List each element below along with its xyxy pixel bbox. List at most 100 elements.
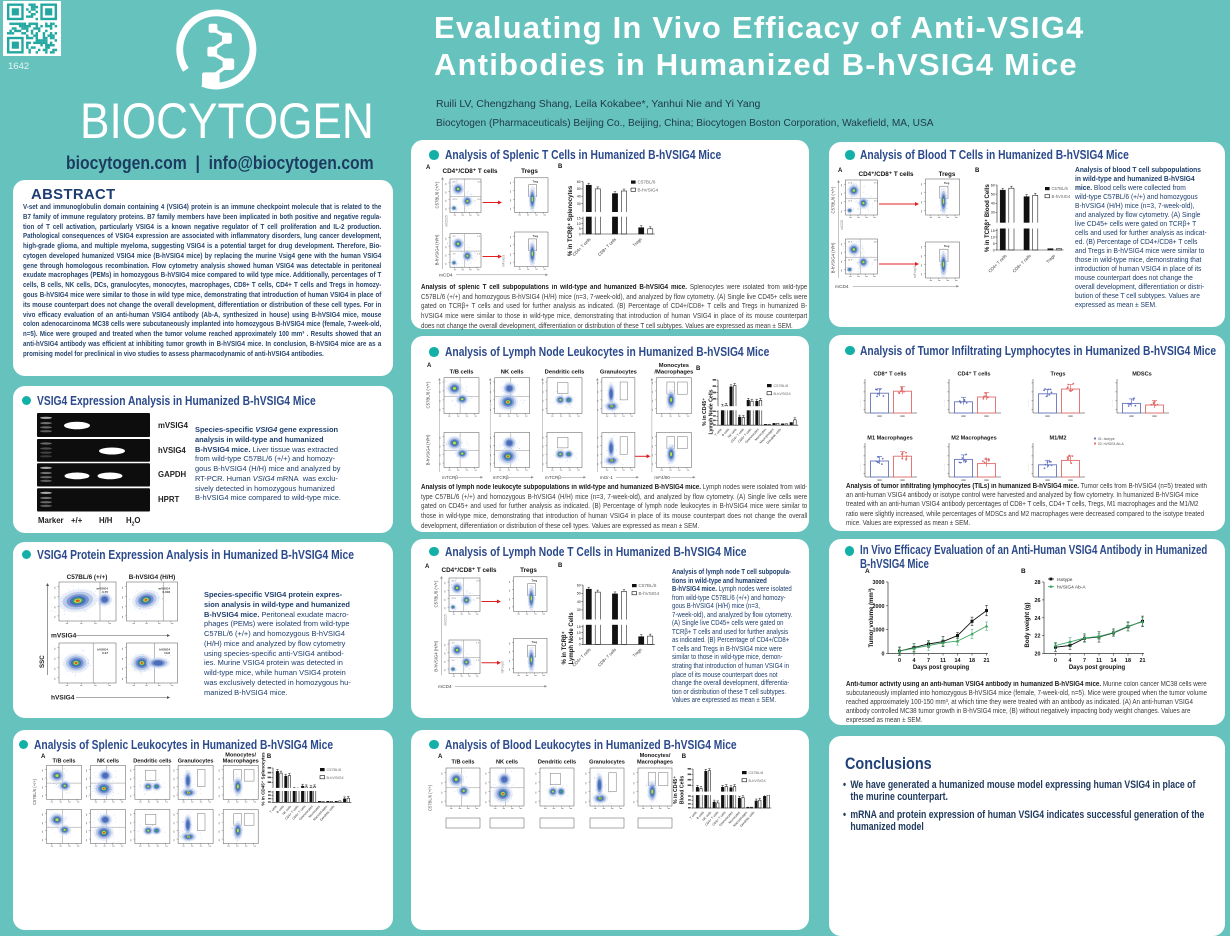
svg-text:B: B <box>682 754 687 760</box>
svg-text:C57BL/6 (+/+): C57BL/6 (+/+) <box>67 574 108 581</box>
svg-text:0: 0 <box>579 643 581 647</box>
svg-text:40: 40 <box>577 195 581 199</box>
svg-text:CD8+ T cells: CD8+ T cells <box>597 647 617 667</box>
svg-text:0: 0 <box>898 658 901 664</box>
svg-text:Tregs: Tregs <box>632 647 643 658</box>
svg-text:21: 21 <box>984 658 990 664</box>
svg-text:4: 4 <box>1069 658 1072 664</box>
svg-text:Days post grouping: Days post grouping <box>913 665 970 671</box>
svg-text:0: 0 <box>882 652 885 658</box>
svg-text:7: 7 <box>1083 658 1086 664</box>
svg-text:CD4+ T cells: CD4+ T cells <box>571 237 591 257</box>
svg-text:47.3: 47.3 <box>477 199 482 201</box>
svg-text:C57BL/6 (+/+): C57BL/6 (+/+) <box>831 186 836 214</box>
svg-text:0: 0 <box>579 232 581 236</box>
svg-text:SSC: SSC <box>39 655 46 668</box>
svg-text:Days post grouping: Days post grouping <box>1069 665 1126 671</box>
svg-text:Granulocytes: Granulocytes <box>589 760 625 766</box>
svg-text:60: 60 <box>991 183 995 187</box>
svg-text:Treg: Treg <box>944 244 950 248</box>
svg-text:50: 50 <box>577 187 581 191</box>
svg-text:B-hVSIG4 (H/H): B-hVSIG4 (H/H) <box>434 640 439 671</box>
svg-text:Tregs: Tregs <box>1045 253 1056 264</box>
svg-text:mF4/80: mF4/80 <box>654 475 670 480</box>
svg-text:Tumor volume (mm³): Tumor volume (mm³) <box>868 588 875 647</box>
svg-text:B: B <box>696 366 701 372</box>
svg-text:B-hVSIG4 (H/H): B-hVSIG4 (H/H) <box>435 234 440 265</box>
svg-text:mCD25: mCD25 <box>445 215 449 227</box>
svg-text:CD8⁺ T cells: CD8⁺ T cells <box>873 371 906 378</box>
svg-text:% in CD45⁺ Splenocytes: % in CD45⁺ Splenocytes <box>261 752 266 806</box>
svg-text:A: A <box>425 564 430 570</box>
svg-text:Treg: Treg <box>944 181 950 185</box>
svg-text:NK cells: NK cells <box>501 370 524 376</box>
svg-text:CD8+ T cells: CD8+ T cells <box>597 237 617 257</box>
svg-text:Body weight (g): Body weight (g) <box>1025 603 1031 648</box>
svg-text:C57BL/6 (+/+): C57BL/6 (+/+) <box>426 381 431 409</box>
svg-text:mCD4: mCD4 <box>439 273 453 279</box>
svg-text:Granulocytes: Granulocytes <box>600 370 637 376</box>
svg-text:A: A <box>427 363 432 369</box>
svg-text:B-hVSIG4: B-hVSIG4 <box>1052 194 1072 199</box>
svg-text:B-hVSIG4: B-hVSIG4 <box>749 779 766 783</box>
svg-text:..........: .......... <box>1110 399 1114 408</box>
svg-text:B: B <box>558 164 563 170</box>
svg-text:0.018: 0.018 <box>162 590 170 594</box>
svg-text:mTCRβ: mTCRβ <box>442 475 458 480</box>
svg-text:A: A <box>438 754 443 760</box>
svg-text:T/B cells: T/B cells <box>450 370 474 376</box>
svg-text:5: 5 <box>993 242 995 246</box>
svg-text:Isotype: Isotype <box>1057 577 1073 583</box>
svg-text:47.3: 47.3 <box>476 598 481 600</box>
svg-text:A: A <box>426 165 431 171</box>
svg-text:0.75: 0.75 <box>102 590 108 594</box>
svg-text:M1/M2: M1/M2 <box>1049 436 1066 442</box>
svg-text:Tregs: Tregs <box>520 567 537 574</box>
svg-text:C57BL/6: C57BL/6 <box>638 180 656 185</box>
svg-text:15: 15 <box>577 217 581 221</box>
svg-text:27.3: 27.3 <box>874 201 879 203</box>
svg-text:40: 40 <box>577 600 581 604</box>
svg-text:Macrophages: Macrophages <box>637 760 673 766</box>
svg-text:C57BL/6: C57BL/6 <box>1052 186 1069 191</box>
svg-text:mCD4: mCD4 <box>438 684 452 690</box>
svg-text:hVSIG4: hVSIG4 <box>51 695 75 702</box>
svg-text:30: 30 <box>577 608 581 612</box>
svg-text:A: A <box>865 568 870 575</box>
svg-text:NK cells: NK cells <box>496 760 518 766</box>
svg-text:..........: .......... <box>858 399 862 408</box>
svg-text:..........: .......... <box>858 463 862 472</box>
svg-text:26: 26 <box>1035 598 1041 604</box>
svg-text:30: 30 <box>577 202 581 206</box>
svg-text:B-hVSIG4: B-hVSIG4 <box>327 776 344 780</box>
svg-text:C57BL/6 (+/+): C57BL/6 (+/+) <box>428 784 433 811</box>
svg-text:21: 21 <box>1140 658 1146 664</box>
svg-text:24: 24 <box>1035 616 1041 622</box>
svg-text:mVSIG4: mVSIG4 <box>51 633 77 640</box>
svg-text:40: 40 <box>991 202 995 206</box>
svg-text:C57BL/6 (+/+): C57BL/6 (+/+) <box>434 580 439 608</box>
svg-text:% in CD45⁺: % in CD45⁺ <box>702 398 708 426</box>
svg-text:mGr-1: mGr-1 <box>600 475 613 480</box>
svg-text:18: 18 <box>969 658 975 664</box>
svg-text:C57BL/6: C57BL/6 <box>774 384 789 388</box>
svg-text:B: B <box>267 754 272 760</box>
svg-text:01: Isotype: 01: Isotype <box>1098 437 1115 441</box>
svg-text:47.3: 47.3 <box>476 580 481 582</box>
svg-text:C57BL/6: C57BL/6 <box>327 768 342 772</box>
svg-text:% in CD45⁺: % in CD45⁺ <box>673 776 679 804</box>
svg-text:Lymph Node Cells: Lymph Node Cells <box>569 612 575 665</box>
svg-text:7: 7 <box>927 658 930 664</box>
svg-text:mFoxp3: mFoxp3 <box>501 661 505 673</box>
svg-text:60: 60 <box>577 583 581 587</box>
svg-text:..........: .......... <box>1026 399 1030 408</box>
svg-text:T/B cells: T/B cells <box>451 760 474 766</box>
svg-text:B: B <box>1021 568 1026 575</box>
svg-text:Treg: Treg <box>532 579 538 583</box>
svg-text:10: 10 <box>991 235 995 239</box>
svg-text:CD4⁺ T cells: CD4⁺ T cells <box>957 371 990 378</box>
svg-text:28: 28 <box>1035 580 1041 586</box>
svg-text:Dendritic cells: Dendritic cells <box>545 370 585 376</box>
svg-text:50: 50 <box>577 592 581 596</box>
svg-text:mTCRβ: mTCRβ <box>493 475 509 480</box>
